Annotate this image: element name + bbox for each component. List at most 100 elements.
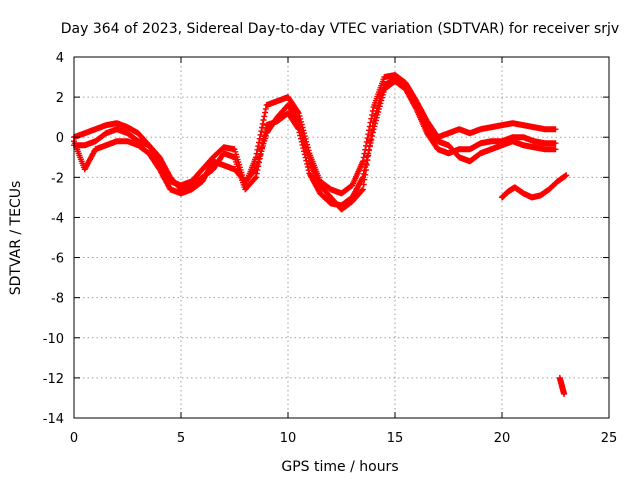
data-point (340, 208, 343, 211)
data-point (562, 392, 566, 396)
data-point (179, 188, 183, 191)
data-point (468, 148, 472, 151)
data-point (265, 123, 268, 127)
y-axis-label: SDTVAR / TECUs (8, 181, 24, 296)
data-point (543, 128, 546, 131)
x-tick-label: 0 (70, 431, 78, 446)
data-point (94, 148, 97, 151)
data-point (147, 144, 151, 147)
point-markers (71, 72, 559, 197)
data-point (511, 140, 514, 143)
data-point (297, 119, 300, 123)
data-point (115, 140, 119, 143)
series-track-2 (71, 78, 559, 209)
data-point (468, 132, 472, 135)
x-tick-label: 5 (177, 431, 185, 446)
data-point (169, 176, 172, 179)
data-point (83, 144, 86, 147)
data-point (286, 103, 290, 107)
data-point (511, 121, 514, 125)
data-point (169, 188, 172, 191)
data-point (468, 160, 472, 163)
data-point (254, 156, 258, 159)
data-point (254, 176, 258, 179)
data-point (126, 125, 129, 129)
data-point (361, 160, 365, 163)
data-point (265, 103, 268, 107)
data-point (340, 192, 343, 195)
data-point (286, 111, 290, 115)
data-point (543, 142, 546, 145)
data-point (329, 202, 332, 205)
data-point (522, 136, 525, 139)
data-point (425, 132, 429, 135)
data-point (308, 172, 311, 175)
data-point (554, 142, 557, 145)
data-point (233, 156, 236, 159)
data-point (126, 132, 129, 135)
data-point (94, 128, 97, 131)
data-point (115, 121, 119, 125)
series-track-4 (499, 172, 570, 201)
data-point (404, 83, 407, 87)
point-markers (71, 78, 559, 209)
y-tick-label: 0 (56, 131, 64, 146)
y-tick-label: -10 (43, 332, 64, 347)
data-point (479, 152, 482, 155)
data-point (511, 136, 514, 139)
series-track-5 (556, 374, 568, 397)
x-tick-label: 15 (387, 431, 404, 446)
grid-lines (74, 57, 609, 418)
data-point (318, 184, 322, 187)
data-point (179, 192, 183, 195)
data-point (383, 83, 386, 87)
data-point (244, 188, 247, 191)
data-point (372, 105, 375, 109)
data-point (554, 148, 557, 151)
y-tick-label: -2 (51, 171, 64, 186)
data-point (530, 196, 534, 199)
y-tick-label: 4 (56, 51, 64, 66)
data-point (94, 140, 97, 143)
data-point (500, 196, 504, 199)
data-point (211, 156, 215, 159)
data-point (265, 132, 268, 135)
y-tick-label: -4 (51, 211, 64, 226)
chart-title: Day 364 of 2023, Sidereal Day-to-day VTE… (61, 21, 619, 37)
data-point (190, 188, 193, 191)
data-point (137, 144, 140, 147)
data-point (500, 140, 504, 143)
data-point (415, 103, 418, 107)
data-point (447, 152, 450, 155)
data-point (201, 180, 204, 183)
data-point (539, 194, 542, 197)
data-point (560, 384, 564, 388)
data-point (393, 73, 397, 77)
data-point (361, 188, 365, 191)
plot-frame (73, 56, 610, 419)
point-markers (499, 172, 570, 201)
data-point (233, 168, 236, 171)
data-point (556, 180, 559, 183)
data-point (458, 128, 461, 131)
data-point (447, 144, 450, 147)
data-point (558, 376, 561, 380)
data-point (83, 168, 86, 171)
data-point (286, 95, 290, 99)
data-point (308, 160, 311, 163)
data-point (447, 132, 450, 135)
data-point (201, 168, 204, 171)
x-tick-label: 20 (494, 431, 511, 446)
data-point (532, 140, 536, 143)
data-point (425, 123, 429, 127)
data-point (254, 168, 258, 171)
data-point (500, 144, 504, 147)
data-point (104, 123, 108, 127)
data-point (393, 77, 397, 81)
x-tick-label: 10 (280, 431, 297, 446)
data-point (104, 132, 108, 135)
x-tick-label: 25 (601, 431, 618, 446)
series-track-1 (71, 72, 559, 197)
